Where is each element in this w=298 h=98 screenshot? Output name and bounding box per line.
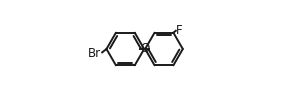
Text: F: F (176, 24, 183, 37)
Text: Br: Br (88, 47, 101, 60)
Text: O: O (140, 42, 149, 54)
